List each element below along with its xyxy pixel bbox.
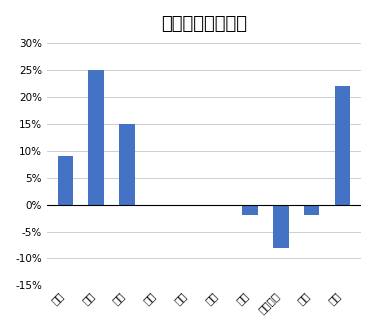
Title: 各钢厂增降幅比例: 各钢厂增降幅比例: [161, 15, 247, 33]
Bar: [335, 86, 350, 205]
Bar: [58, 156, 73, 205]
Bar: [119, 124, 135, 205]
Bar: [243, 205, 258, 215]
Bar: [273, 205, 289, 248]
Bar: [88, 70, 104, 205]
Bar: [304, 205, 319, 215]
